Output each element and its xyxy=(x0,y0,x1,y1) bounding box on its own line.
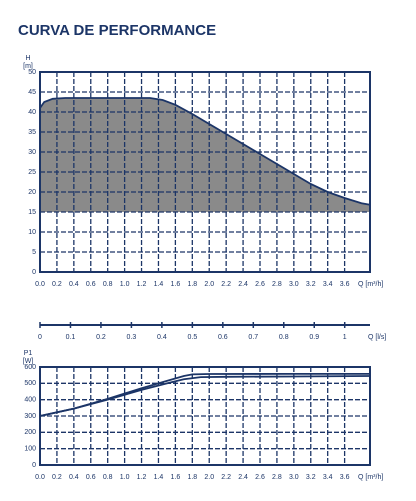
x-tick-label: 3.2 xyxy=(306,281,316,288)
x2-tick-label: 0.1 xyxy=(66,334,76,341)
x2-tick-label: 0.9 xyxy=(309,334,319,341)
x-axis-label: Q [m³/h] xyxy=(358,281,383,288)
x-tick-label: 0.6 xyxy=(86,474,96,481)
x-tick-label: 1.0 xyxy=(120,281,130,288)
x-tick-label: 0.0 xyxy=(35,474,45,481)
y-tick-label: 35 xyxy=(28,129,36,136)
x2-tick-label: 0.5 xyxy=(187,334,197,341)
y-tick-label: 0 xyxy=(32,269,36,276)
x-tick-label: 3.0 xyxy=(289,474,299,481)
x-tick-label: 1.0 xyxy=(120,474,130,481)
x-tick-label: 0.4 xyxy=(69,474,79,481)
x-tick-label: 2.2 xyxy=(221,474,231,481)
y-tick-label: 5 xyxy=(32,249,36,256)
x2-axis-label: Q [l/s] xyxy=(368,334,386,341)
x-tick-label: 0.2 xyxy=(52,281,62,288)
x-tick-label: 2.4 xyxy=(238,474,248,481)
y-axis-unit: [m] xyxy=(23,63,33,70)
x-tick-label: 1.4 xyxy=(154,474,164,481)
x2-tick-label: 0.7 xyxy=(248,334,258,341)
x-tick-label: 2.0 xyxy=(204,281,214,288)
y-tick-label: 20 xyxy=(28,189,36,196)
y-tick-label: 10 xyxy=(28,229,36,236)
x-tick-label: 0.2 xyxy=(52,474,62,481)
x-tick-label: 1.2 xyxy=(137,474,147,481)
x-tick-label: 2.6 xyxy=(255,474,265,481)
y-tick-label: 400 xyxy=(24,397,36,404)
x-tick-label: 2.6 xyxy=(255,281,265,288)
y-axis-unit: [W] xyxy=(23,358,34,365)
x-tick-label: 0.6 xyxy=(86,281,96,288)
y-tick-label: 0 xyxy=(32,462,36,469)
y-tick-label: 25 xyxy=(28,169,36,176)
x-tick-label: 1.6 xyxy=(171,474,181,481)
y-axis-label: P1 xyxy=(24,350,33,357)
x-tick-label: 3.4 xyxy=(323,474,333,481)
x2-tick-label: 0.8 xyxy=(279,334,289,341)
x-tick-label: 2.4 xyxy=(238,281,248,288)
x-tick-label: 1.4 xyxy=(154,281,164,288)
x2-tick-label: 0.2 xyxy=(96,334,106,341)
y-tick-label: 500 xyxy=(24,380,36,387)
x-tick-label: 1.8 xyxy=(187,474,197,481)
x-tick-label: 1.2 xyxy=(137,281,147,288)
x-axis-label: Q [m³/h] xyxy=(358,474,383,481)
curve xyxy=(39,97,371,206)
y-tick-label: 200 xyxy=(24,429,36,436)
y-tick-label: 30 xyxy=(28,149,36,156)
x-tick-label: 2.0 xyxy=(204,474,214,481)
y-tick-label: 40 xyxy=(28,109,36,116)
y-tick-label: 600 xyxy=(24,364,36,371)
x2-tick-label: 0.4 xyxy=(157,334,167,341)
curve xyxy=(39,372,370,417)
x-tick-label: 1.6 xyxy=(171,281,181,288)
y-tick-label: 50 xyxy=(28,69,36,76)
x2-tick-label: 1 xyxy=(343,334,347,341)
y-tick-label: 300 xyxy=(24,413,36,420)
y-tick-label: 100 xyxy=(24,446,36,453)
y-axis-label: H xyxy=(25,55,30,62)
x-tick-label: 3.4 xyxy=(323,281,333,288)
x-tick-label: 2.2 xyxy=(221,281,231,288)
x-tick-label: 1.8 xyxy=(187,281,197,288)
x-tick-label: 2.8 xyxy=(272,474,282,481)
x-tick-label: 0.8 xyxy=(103,474,113,481)
page-title: CURVA DE PERFORMANCE xyxy=(18,22,216,39)
area-fill xyxy=(40,98,370,212)
x-tick-label: 3.6 xyxy=(340,281,350,288)
x2-tick-label: 0.3 xyxy=(127,334,137,341)
x-tick-label: 2.8 xyxy=(272,281,282,288)
y-tick-label: 15 xyxy=(28,209,36,216)
x-tick-label: 3.6 xyxy=(340,474,350,481)
x2-tick-label: 0.6 xyxy=(218,334,228,341)
y-tick-label: 45 xyxy=(28,89,36,96)
x-tick-label: 3.0 xyxy=(289,281,299,288)
plot-frame xyxy=(39,71,371,273)
curve xyxy=(39,375,371,417)
x-tick-label: 0.0 xyxy=(35,281,45,288)
x2-tick-label: 0 xyxy=(38,334,42,341)
x-tick-label: 3.2 xyxy=(306,474,316,481)
x-tick-label: 0.8 xyxy=(103,281,113,288)
x-tick-label: 0.4 xyxy=(69,281,79,288)
